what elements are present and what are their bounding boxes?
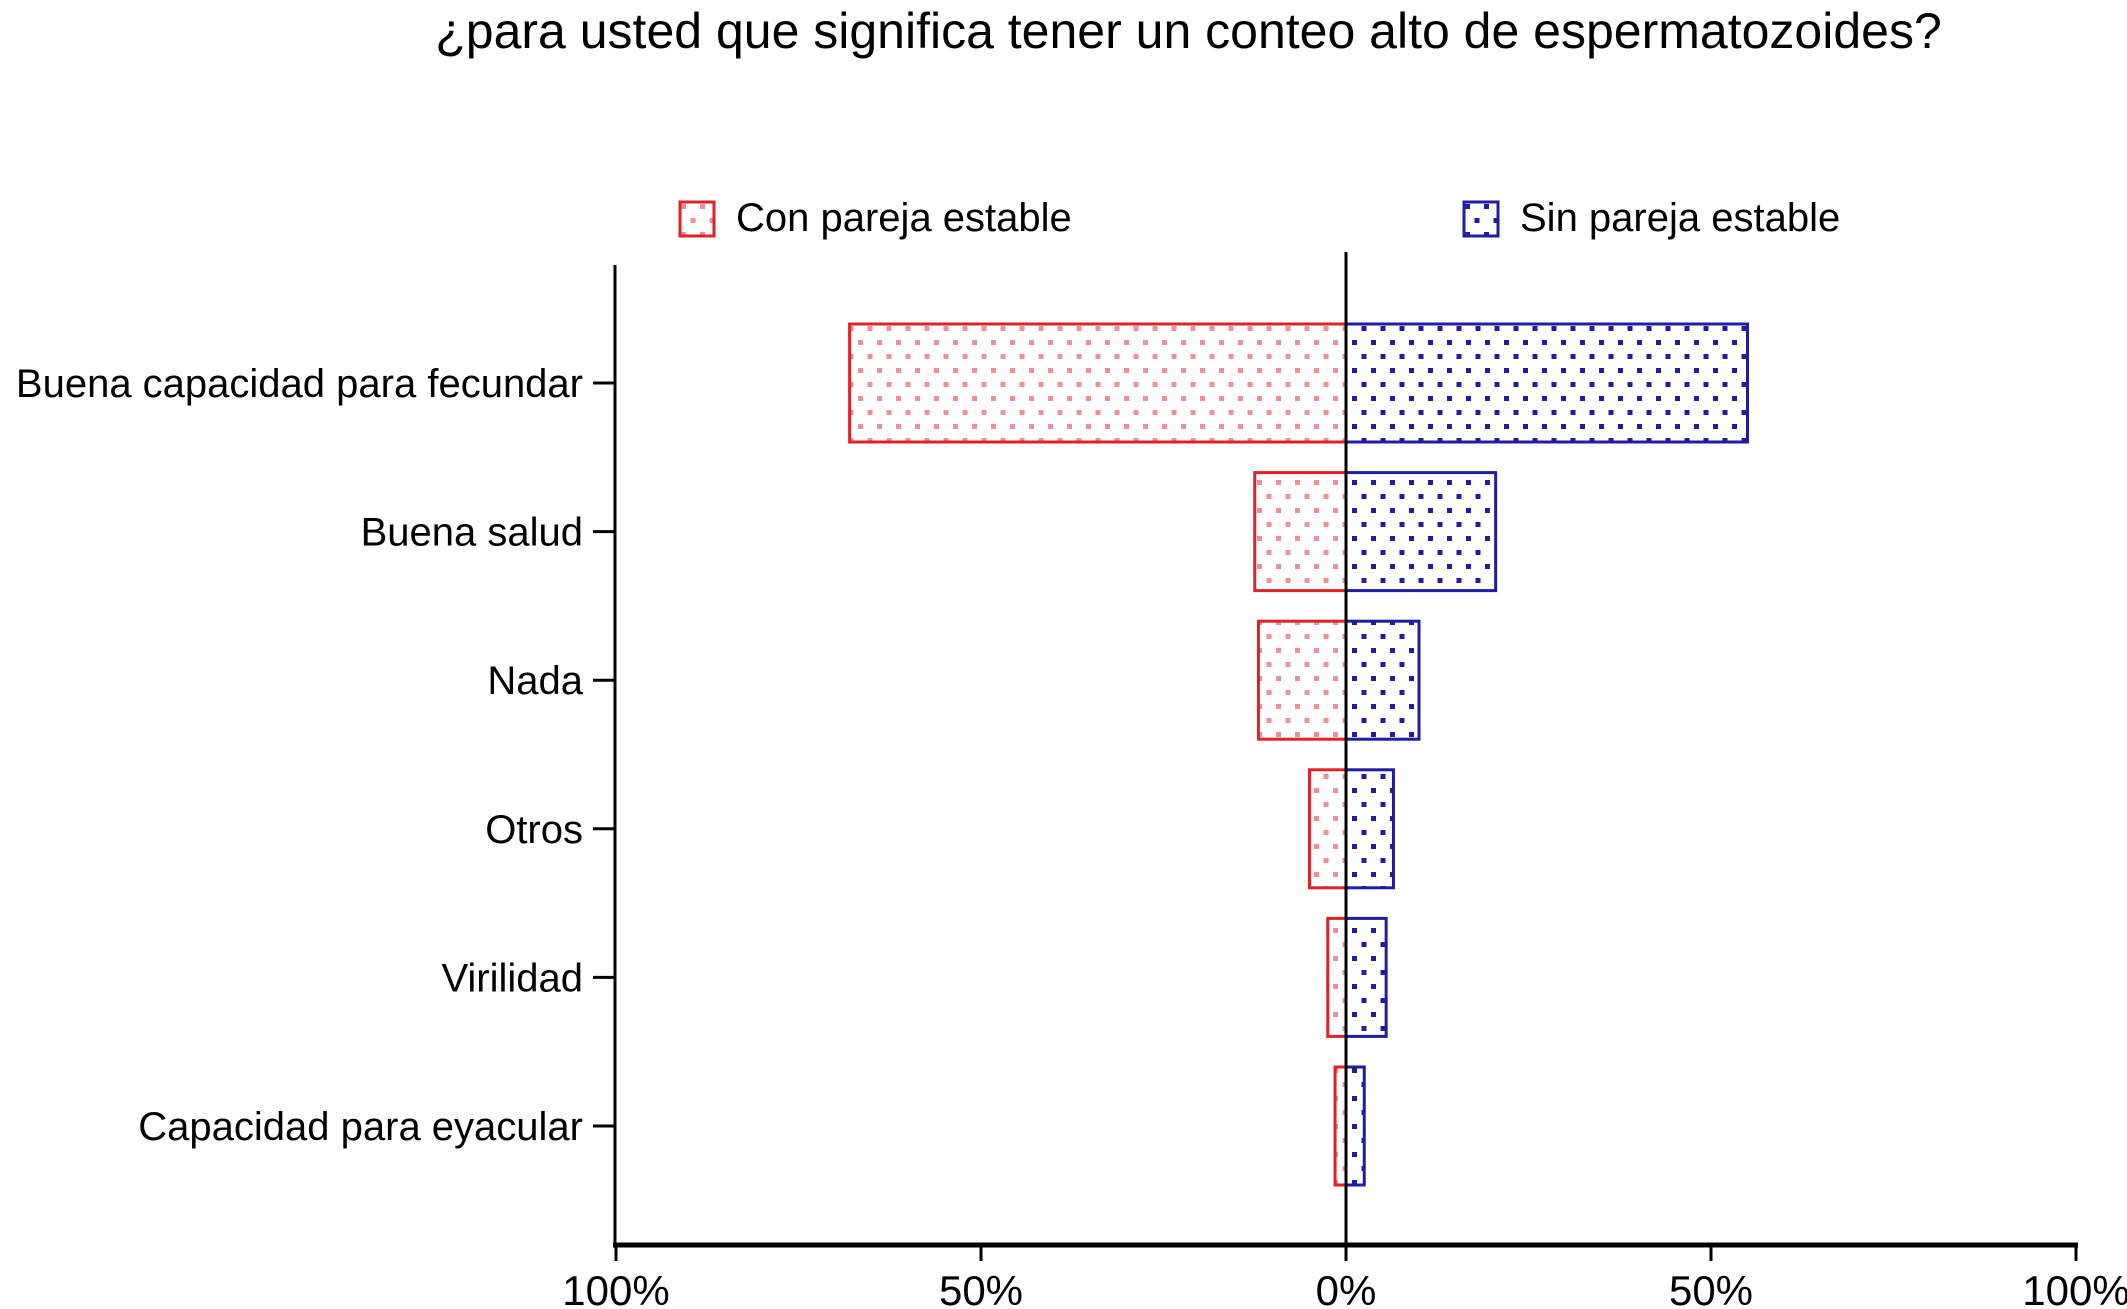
legend-item-con-pareja-estable: Con pareja estable bbox=[678, 196, 1072, 241]
legend-swatch-blue-rect bbox=[1462, 200, 1500, 237]
bar-right-2 bbox=[1344, 619, 1421, 741]
x-tick-label-3: 50% bbox=[1669, 1267, 1753, 1309]
bar-left-2 bbox=[1256, 619, 1348, 741]
category-label-1: Buena salud bbox=[361, 511, 583, 555]
category-label-5: Capacidad para eyacular bbox=[138, 1105, 583, 1149]
legend-swatch-red-dotted-icon bbox=[678, 200, 716, 237]
chart-title: ¿para usted que significa tener un conte… bbox=[435, 3, 1942, 59]
bar-right-5 bbox=[1344, 1065, 1366, 1187]
x-tick-label-0: 100% bbox=[562, 1267, 669, 1309]
bar-right-1 bbox=[1344, 471, 1498, 593]
bar-left-5 bbox=[1333, 1065, 1348, 1187]
bar-left-3 bbox=[1308, 768, 1348, 890]
category-label-3: Otros bbox=[485, 808, 583, 852]
bar-right-0 bbox=[1344, 322, 1749, 444]
x-tick-label-2: 0% bbox=[1316, 1267, 1377, 1309]
legend-swatch-red-rect bbox=[678, 200, 716, 237]
category-label-4: Virilidad bbox=[441, 956, 583, 1000]
bar-right-3 bbox=[1344, 768, 1395, 890]
bar-left-0 bbox=[848, 322, 1348, 444]
bar-left-4 bbox=[1326, 916, 1348, 1038]
x-tick-label-1: 50% bbox=[939, 1267, 1023, 1309]
category-label-0: Buena capacidad para fecundar bbox=[16, 362, 583, 406]
x-tick-label-4: 100% bbox=[2022, 1267, 2127, 1309]
legend-swatch-blue-dotted-icon bbox=[1462, 200, 1500, 237]
category-label-2: Nada bbox=[487, 659, 583, 703]
legend-item-sin-pareja-estable: Sin pareja estable bbox=[1462, 196, 1840, 241]
legend-label-con-pareja-estable: Con pareja estable bbox=[736, 196, 1072, 240]
bar-left-1 bbox=[1253, 471, 1348, 593]
legend-label-sin-pareja-estable: Sin pareja estable bbox=[1520, 196, 1841, 240]
bar-right-4 bbox=[1344, 916, 1388, 1038]
